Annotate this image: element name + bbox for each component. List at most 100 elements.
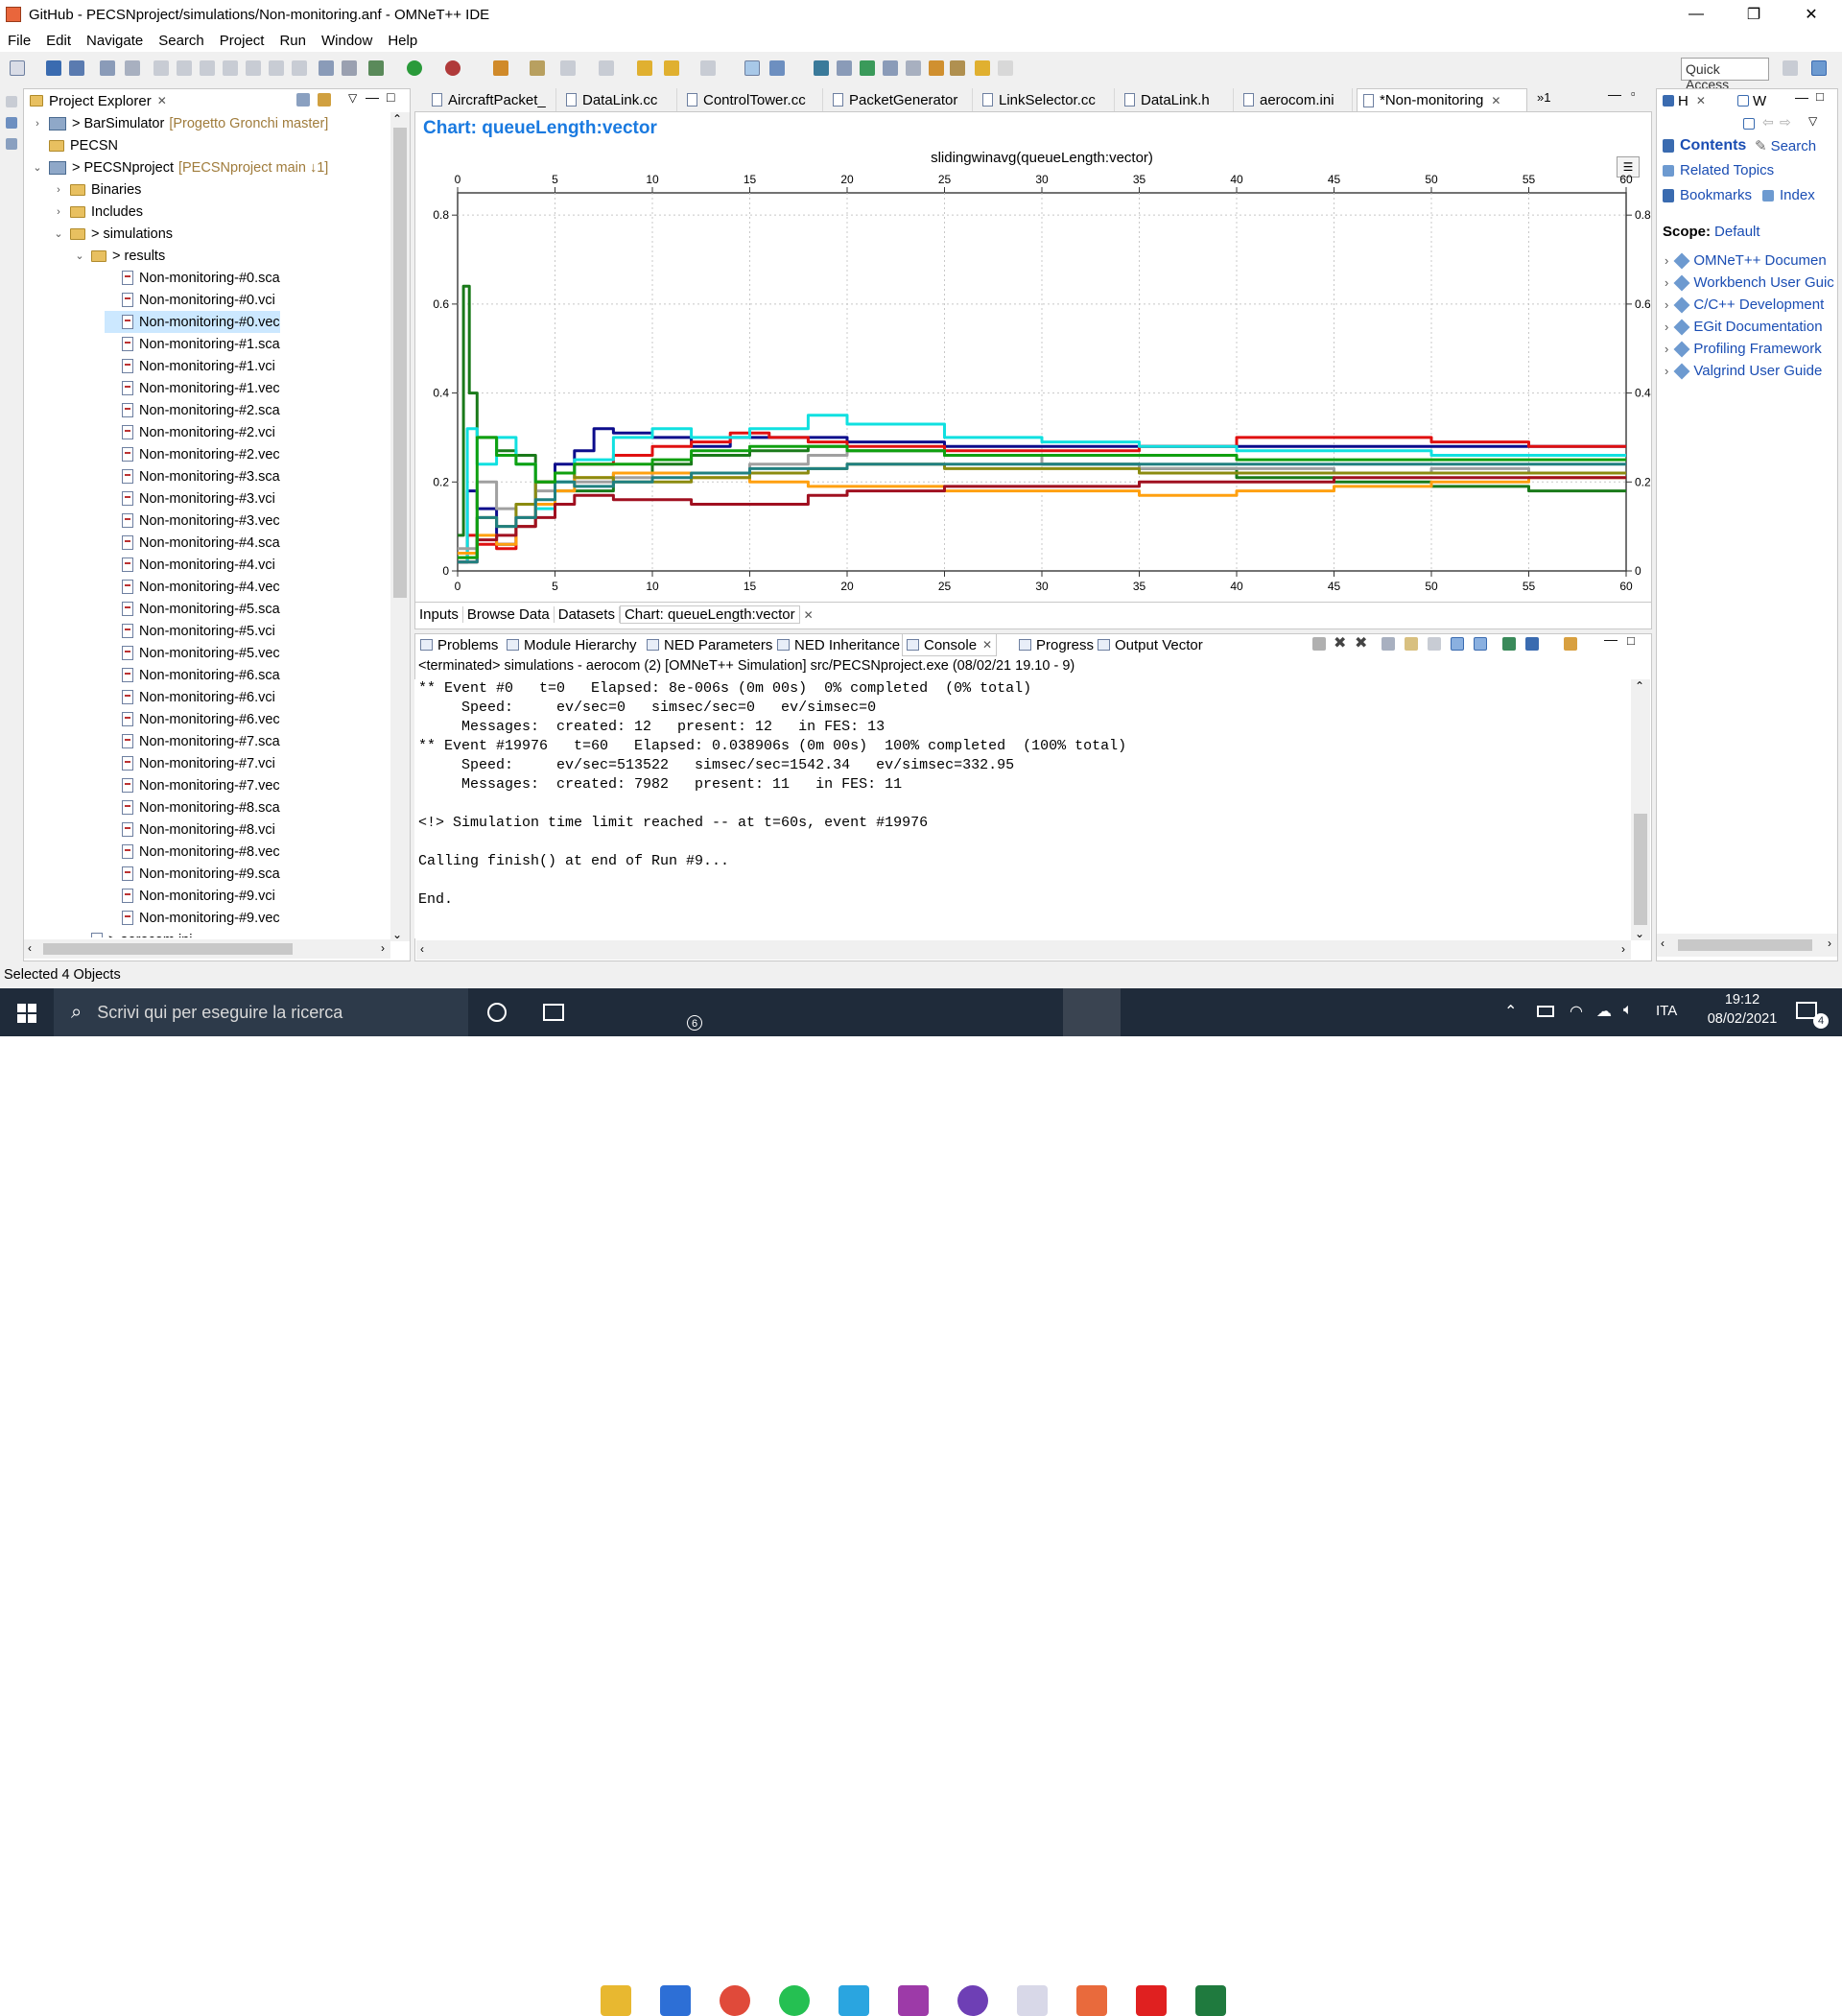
tree-item[interactable]: Non-monitoring-#0.vec	[105, 311, 280, 333]
scroll-lock-icon[interactable]	[1405, 637, 1418, 651]
minimize-view-icon[interactable]: —	[366, 89, 379, 105]
tree-item[interactable]: Non-monitoring-#5.sca	[105, 598, 280, 620]
bottom-tab-problems[interactable]: Problems	[416, 633, 498, 656]
help-bookmarks-link[interactable]: Bookmarks	[1663, 187, 1752, 203]
console-scroll-down-icon[interactable]: ⌄	[1635, 927, 1645, 940]
quick-access-input[interactable]: Quick Access	[1681, 58, 1769, 92]
bottom-tab-ned-parameters[interactable]: NED Parameters	[643, 633, 772, 656]
tree-item[interactable]: Non-monitoring-#4.sca	[105, 532, 280, 554]
pin-console-icon[interactable]	[1502, 637, 1516, 651]
omnet-perspective-icon[interactable]	[1811, 60, 1827, 76]
help-toc-item[interactable]: › C/C++ Development	[1665, 296, 1824, 313]
help-toc-item[interactable]: › Valgrind User Guide	[1665, 363, 1822, 379]
run-icon[interactable]	[407, 60, 422, 76]
terminate-icon[interactable]	[1312, 637, 1326, 651]
expand-toggle-icon[interactable]: ›	[1665, 275, 1669, 290]
zoom-fit-icon[interactable]	[837, 60, 852, 76]
menu-project[interactable]: Project	[219, 32, 265, 49]
outline-icon[interactable]	[6, 117, 17, 129]
close-tab-icon[interactable]: ✕	[156, 94, 167, 107]
tree-item[interactable]: Non-monitoring-#1.sca	[105, 333, 280, 355]
tree-item[interactable]: PECSN	[32, 134, 118, 156]
help-home-icon[interactable]	[1743, 118, 1755, 130]
language-indicator[interactable]: ITA	[1656, 1003, 1678, 1019]
refresh-icon[interactable]	[929, 60, 944, 76]
tree-item[interactable]: Non-monitoring-#8.sca	[105, 796, 280, 818]
console-hscroll[interactable]: ‹ ›	[416, 940, 1631, 960]
hscroll-thumb[interactable]	[43, 943, 293, 955]
tree-item[interactable]: Non-monitoring-#4.vci	[105, 554, 275, 576]
help-hscroll[interactable]: ‹ ›	[1657, 934, 1837, 957]
step-into-icon[interactable]	[246, 60, 261, 76]
tree-item[interactable]: ⌄ > PECSNproject [PECSNproject main ↓1]	[32, 156, 328, 178]
editor-tab[interactable]: AircraftPacket_	[426, 88, 556, 111]
tree-item[interactable]: Non-monitoring-#9.vci	[105, 885, 275, 907]
tree-item[interactable]: ⌄ > results	[74, 245, 165, 267]
zoom-v-icon[interactable]	[860, 60, 875, 76]
show-on-output-icon[interactable]	[1451, 637, 1464, 651]
remove-all-icon[interactable]: ✖	[1355, 635, 1368, 652]
battery-icon[interactable]	[1537, 1006, 1554, 1017]
tree-item[interactable]: Non-monitoring-#6.vci	[105, 686, 275, 708]
telegram-icon[interactable]	[838, 1985, 869, 2016]
editor-overflow[interactable]: »1	[1537, 90, 1551, 105]
expand-toggle-icon[interactable]: ⌄	[75, 250, 84, 262]
tree-item[interactable]: › > BarSimulator [Progetto Gronchi master]	[32, 112, 328, 134]
explorer-hscroll[interactable]: ‹ ›	[24, 939, 390, 959]
help-contents-link[interactable]: Contents	[1663, 137, 1746, 154]
help-hscroll-thumb[interactable]	[1678, 939, 1812, 951]
cloud-icon[interactable]: ☁	[1596, 1004, 1612, 1020]
tree-item[interactable]: Non-monitoring-#7.vci	[105, 752, 275, 774]
task-icon[interactable]	[560, 60, 576, 76]
zoom-icon[interactable]	[769, 60, 785, 76]
console-output[interactable]: ** Event #0 t=0 Elapsed: 8e-006s (0m 00s…	[414, 679, 1629, 938]
editor-minimize-icon[interactable]: —	[1608, 86, 1621, 102]
subtab-chart[interactable]: Chart: queueLength:vector	[619, 605, 800, 624]
close-console-tab-icon[interactable]: ✕	[982, 638, 993, 652]
tree-item[interactable]: Non-monitoring-#5.vec	[105, 642, 280, 664]
tree-item[interactable]: Non-monitoring-#3.sca	[105, 465, 280, 487]
tree-item[interactable]: Non-monitoring-#3.vec	[105, 510, 280, 532]
open-console-icon[interactable]	[1564, 637, 1577, 651]
step-icon[interactable]	[154, 60, 169, 76]
editor-tab[interactable]: DataLink.h	[1119, 88, 1234, 111]
help-related-link[interactable]: Related Topics	[1663, 162, 1774, 178]
help-minimize-icon[interactable]: —	[1795, 89, 1808, 105]
editor-tab[interactable]: PacketGenerator	[827, 88, 973, 111]
mathcad-icon[interactable]	[898, 1985, 929, 2016]
disconnect-icon[interactable]	[223, 60, 238, 76]
filter-icon[interactable]	[319, 60, 334, 76]
profile-icon[interactable]	[445, 60, 460, 76]
project-explorer-tab[interactable]: Project Explorer ✕	[24, 89, 216, 112]
volume-icon[interactable]: 🔈︎	[1623, 1002, 1633, 1018]
print-icon[interactable]	[100, 60, 115, 76]
menu-run[interactable]: Run	[279, 32, 306, 49]
bottom-tab-progress[interactable]: Progress	[1015, 633, 1094, 656]
help-back-icon[interactable]: ⇦	[1762, 114, 1774, 130]
step-return-icon[interactable]	[292, 60, 307, 76]
omnet-taskbar-icon[interactable]	[1076, 1985, 1107, 2016]
collapse-all-icon[interactable]	[296, 93, 310, 107]
tree-item[interactable]: Non-monitoring-#8.vec	[105, 841, 280, 863]
chart-settings-icon[interactable]: ☰	[1617, 156, 1640, 178]
help-toc-item[interactable]: › Profiling Framework	[1665, 341, 1822, 357]
debug-icon[interactable]	[368, 60, 384, 76]
save-icon[interactable]	[46, 60, 61, 76]
tree-item[interactable]: Non-monitoring-#8.vci	[105, 818, 275, 841]
scope-value-link[interactable]: Default	[1714, 224, 1760, 240]
cortana-icon[interactable]	[487, 1003, 507, 1022]
menu-help[interactable]: Help	[388, 32, 418, 49]
new-icon[interactable]	[10, 60, 25, 76]
redo-icon[interactable]	[998, 60, 1013, 76]
expand-toggle-icon[interactable]: ›	[1665, 342, 1669, 356]
help-forward-icon[interactable]: ⇨	[1780, 114, 1791, 130]
menu-search[interactable]: Search	[158, 32, 204, 49]
build-icon[interactable]	[125, 60, 140, 76]
pause-icon[interactable]	[177, 60, 192, 76]
display-console-icon[interactable]	[1525, 637, 1539, 651]
console-scroll-thumb[interactable]	[1634, 814, 1647, 925]
hierarchy-icon[interactable]	[6, 138, 17, 150]
acrobat-icon[interactable]	[1136, 1985, 1167, 2016]
windows-start-icon[interactable]	[17, 1004, 36, 1023]
tray-chevron-icon[interactable]: ⌃	[1504, 1004, 1518, 1020]
